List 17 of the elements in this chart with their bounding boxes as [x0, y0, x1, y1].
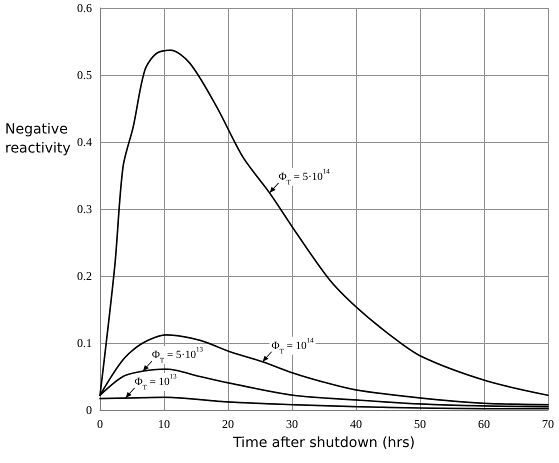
- x-tick-label: 30: [286, 417, 298, 431]
- y-tick-label: 0: [86, 403, 92, 417]
- x-axis-title: Time after shutdown (hrs): [232, 435, 415, 451]
- x-tick-label: 40: [350, 417, 362, 431]
- y-tick-label: 0.6: [77, 1, 92, 15]
- x-tick-label: 10: [158, 417, 170, 431]
- x-tick-label: 50: [414, 417, 426, 431]
- y-tick-label: 0.1: [77, 336, 92, 350]
- x-tick-label: 70: [542, 417, 554, 431]
- y-tick-label: 0.5: [77, 68, 92, 82]
- y-tick-label: 0.4: [77, 135, 92, 149]
- x-tick-label: 20: [222, 417, 234, 431]
- y-tick-label: 0.2: [77, 269, 92, 283]
- x-tick-label: 0: [97, 417, 103, 431]
- y-tick-label: 0.3: [77, 202, 92, 216]
- x-tick-label: 60: [478, 417, 490, 431]
- y-axis-title: Negative reactivity: [5, 122, 71, 156]
